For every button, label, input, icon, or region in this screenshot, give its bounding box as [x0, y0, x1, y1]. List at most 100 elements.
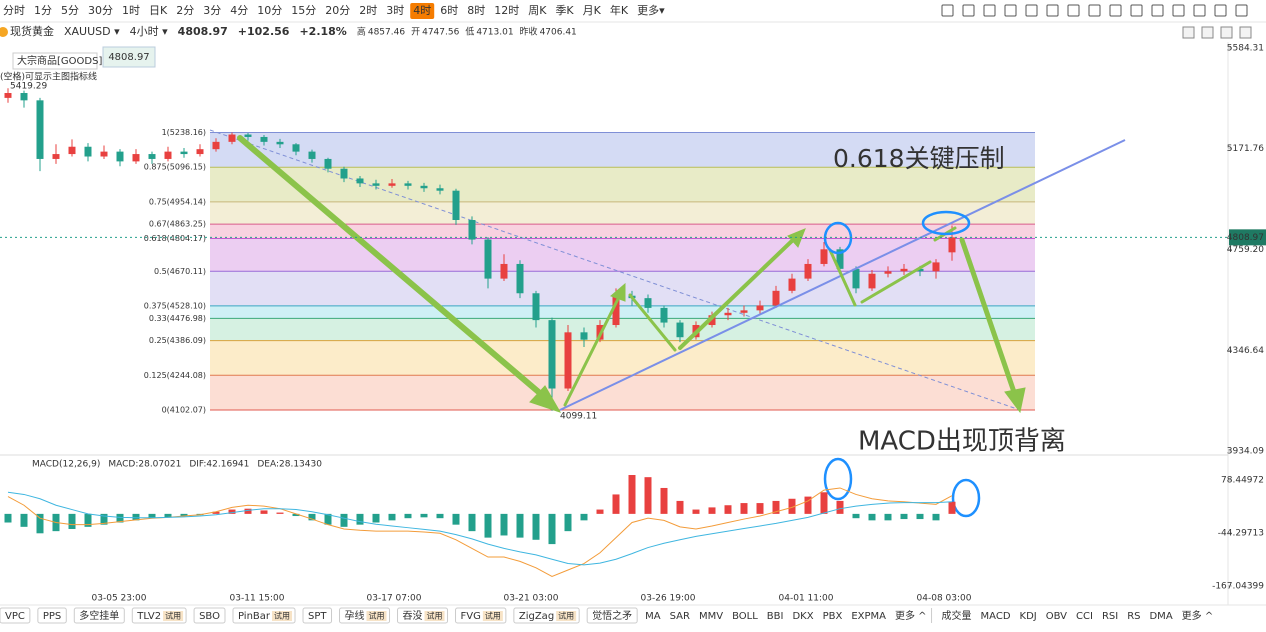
arrows — [237, 135, 1026, 414]
interval-button[interactable]: 2分 — [176, 4, 194, 17]
interval-button[interactable]: 6时 — [440, 4, 458, 17]
tool-icon[interactable] — [1067, 4, 1080, 17]
indicator-button-box[interactable] — [73, 607, 125, 624]
indicator-button[interactable]: VPC — [5, 611, 25, 622]
indicator-tab[interactable]: 成交量 — [942, 609, 972, 622]
tool-icon[interactable] — [941, 4, 954, 17]
indicator-button[interactable]: 孕线 — [345, 609, 365, 622]
indicator-button[interactable]: FVG — [461, 611, 481, 622]
circle — [823, 457, 853, 501]
dif-value: DIF:42.16941 — [189, 460, 249, 470]
fib-label: 0.67(4863.25) — [149, 220, 206, 229]
candle-body — [820, 249, 828, 264]
indicator-tab[interactable]: EXPMA — [851, 611, 886, 622]
indicator-button[interactable]: 多空挂单 — [79, 609, 119, 622]
macd-histogram-bar — [724, 505, 732, 514]
indicator-button-box[interactable] — [0, 607, 31, 624]
interval-button[interactable]: 10分 — [257, 4, 282, 17]
interval-button[interactable]: 1时 — [122, 4, 140, 17]
indicator-button-box[interactable] — [37, 607, 67, 624]
interval-button[interactable]: 季K — [555, 4, 574, 17]
interval-button[interactable]: 30分 — [88, 4, 113, 17]
interval-button[interactable]: 2时 — [359, 4, 377, 17]
interval-button[interactable]: 更多▾ — [637, 3, 665, 17]
indicator-button[interactable]: PinBar — [238, 611, 271, 622]
indicator-tab[interactable]: 更多 ^ — [1182, 609, 1214, 622]
indicator-button[interactable]: 觉悟之矛 — [592, 609, 632, 622]
interval-button[interactable]: 3时 — [386, 4, 404, 17]
tool-icon[interactable] — [1130, 4, 1143, 17]
indicator-tab[interactable]: DKX — [792, 611, 813, 622]
symbol-code[interactable]: XAUUSD ▾ — [64, 25, 120, 38]
indicator-tab[interactable]: MACD — [981, 611, 1011, 622]
period-select[interactable]: 4小时 ▾ — [130, 25, 168, 38]
indicator-button[interactable]: ZigZag — [519, 611, 554, 622]
indicator-button-box[interactable] — [302, 607, 333, 624]
macd-histogram-bar — [100, 513, 108, 525]
interval-button[interactable]: 日K — [149, 4, 168, 17]
indicator-tab[interactable]: MMV — [699, 611, 723, 622]
interval-button[interactable]: 20分 — [325, 4, 350, 17]
interval-button[interactable]: 5分 — [61, 4, 79, 17]
header-icon[interactable] — [1220, 26, 1233, 39]
indicator-tab[interactable]: BBI — [767, 611, 784, 622]
indicator-button[interactable]: TLV2 — [136, 611, 161, 622]
indicator-tab[interactable]: KDJ — [1020, 611, 1037, 622]
interval-button[interactable]: 1分 — [34, 4, 52, 17]
header-icon[interactable] — [1239, 26, 1252, 39]
indicator-tab[interactable]: BOLL — [732, 611, 758, 622]
header-icon[interactable] — [1201, 26, 1214, 39]
tool-icon[interactable] — [1025, 4, 1038, 17]
interval-button[interactable]: 12时 — [494, 4, 519, 17]
interval-button[interactable]: 15分 — [291, 4, 316, 17]
tool-icon[interactable] — [962, 4, 975, 17]
y-tick-label: 4346.64 — [1227, 346, 1264, 356]
indicator-button-box[interactable] — [586, 607, 638, 624]
interval-button[interactable]: 3分 — [203, 4, 221, 17]
header-icon[interactable] — [1182, 26, 1195, 39]
indicator-tab[interactable]: RS — [1127, 611, 1140, 622]
indicator-tab[interactable]: SAR — [670, 611, 690, 622]
high-label: 5419.29 — [10, 82, 47, 92]
tool-icon[interactable] — [1109, 4, 1122, 17]
interval-button[interactable]: 月K — [583, 4, 602, 17]
indicator-tab[interactable]: MA — [645, 611, 661, 622]
indicator-tab[interactable]: 更多 ^ — [895, 609, 927, 622]
interval-button[interactable]: 周K — [528, 4, 547, 17]
macd-histogram-bar — [324, 513, 332, 525]
tool-icon[interactable] — [983, 4, 996, 17]
candle-body — [276, 141, 284, 145]
tool-icon[interactable] — [1046, 4, 1059, 17]
indicator-tab[interactable]: DMA — [1149, 611, 1172, 622]
candle-body — [564, 332, 572, 389]
indicator-button[interactable]: PPS — [43, 611, 61, 622]
macd-histogram-bar — [932, 513, 940, 521]
indicator-button-box[interactable] — [193, 607, 226, 624]
tool-icon[interactable] — [1088, 4, 1101, 17]
macd-histogram-bar — [756, 503, 764, 514]
stat-value: 4857.46 — [368, 28, 405, 38]
macd-histogram-bar — [708, 507, 716, 514]
indicator-button[interactable]: SBO — [199, 611, 220, 622]
trial-badge: 试用 — [485, 611, 501, 621]
indicator-tab[interactable]: CCI — [1076, 611, 1093, 622]
tool-icon[interactable] — [1172, 4, 1185, 17]
tool-icon[interactable] — [1151, 4, 1164, 17]
tool-icon[interactable] — [1193, 4, 1206, 17]
indicator-tab[interactable]: OBV — [1046, 611, 1067, 622]
interval-button[interactable]: 4时 — [413, 4, 431, 17]
macd-histogram-bar — [180, 513, 188, 517]
interval-button[interactable]: 8时 — [467, 4, 485, 17]
indicator-tab[interactable]: RSI — [1102, 611, 1118, 622]
interval-button[interactable]: 年K — [610, 3, 629, 17]
indicator-button[interactable]: 吞没 — [403, 610, 423, 622]
trial-badge: 试用 — [558, 611, 574, 621]
interval-button[interactable]: 分时 — [3, 4, 25, 17]
tool-icon[interactable] — [1214, 4, 1227, 17]
tool-icon[interactable] — [1004, 4, 1017, 17]
indicator-button[interactable]: SPT — [308, 611, 327, 622]
tool-icon[interactable] — [1235, 4, 1248, 17]
indicator-tab[interactable]: PBX — [823, 611, 843, 622]
candle-body — [308, 151, 316, 159]
interval-button[interactable]: 4分 — [230, 4, 248, 17]
